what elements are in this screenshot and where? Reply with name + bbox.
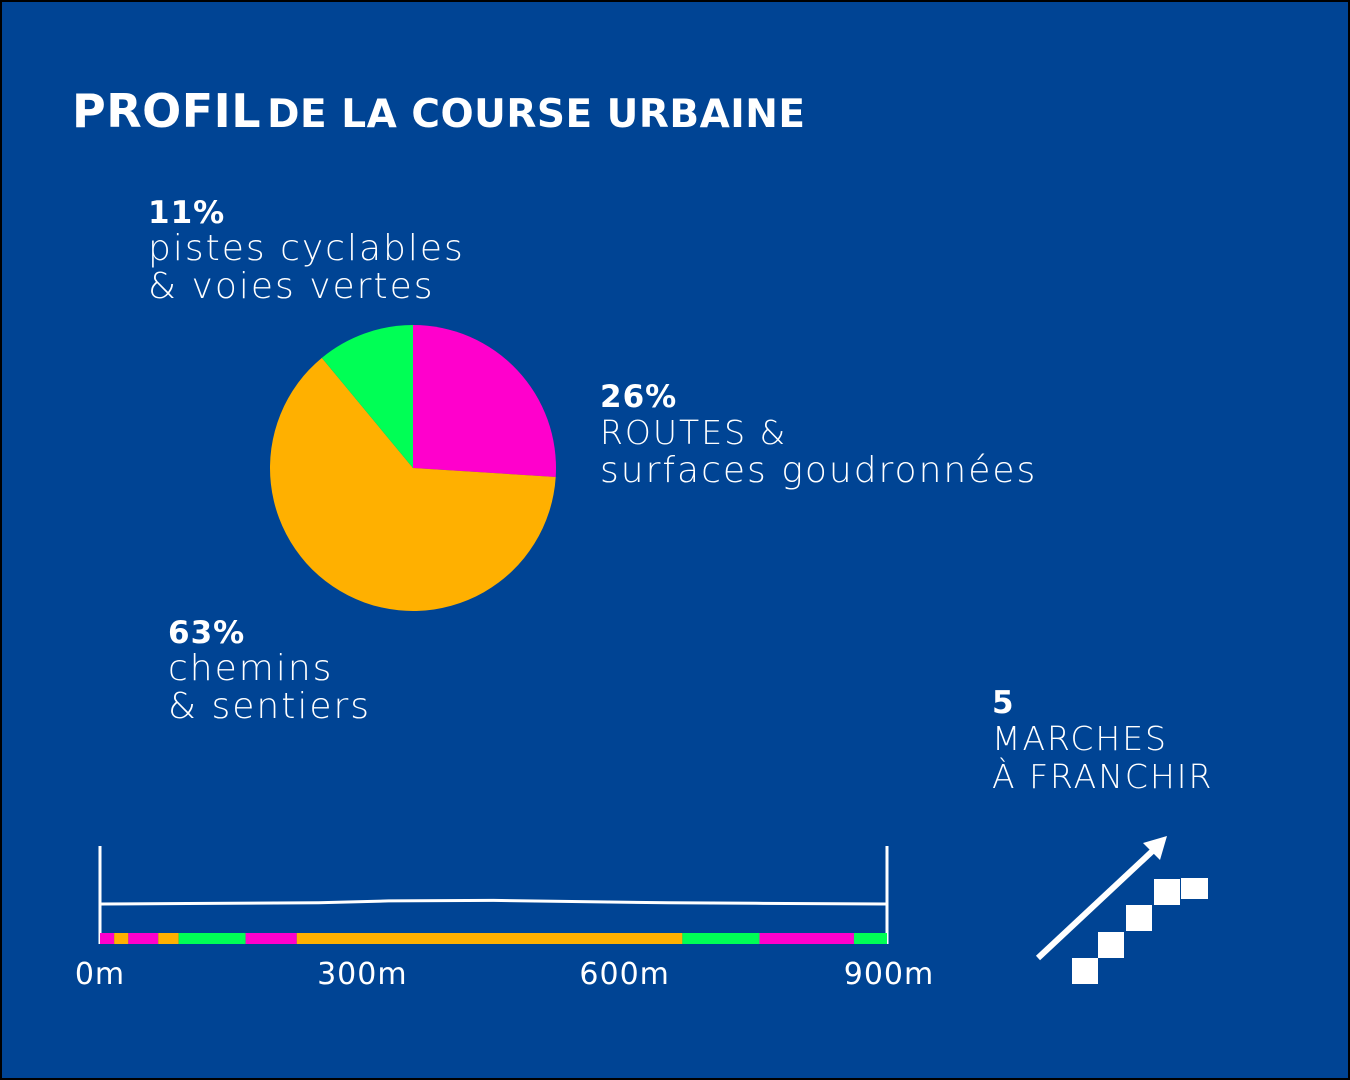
stairs-icon: [1035, 836, 1208, 984]
surface-segment-2: [128, 933, 159, 944]
surface-strip: [100, 933, 887, 944]
elevation-profile-chart: 0m 300m 600m 900m: [75, 846, 934, 992]
elevation-line: [99, 898, 888, 906]
surface-segment-4: [178, 933, 246, 944]
x-tick-label: 300m: [317, 957, 407, 992]
label-routes-line2: surfaces goudronnées: [600, 450, 1038, 491]
x-tick-label: 0m: [75, 957, 125, 992]
pie-slice-2: [321, 325, 413, 468]
label-chemins: 63% chemins & sentiers: [168, 616, 371, 726]
label-chemins-pct: 63%: [168, 615, 246, 651]
surface-segment-0: [100, 933, 115, 944]
surface-segment-3: [158, 933, 179, 944]
page-title: PROFIL DE LA COURSE URBAINE: [72, 84, 806, 138]
steps-line2: À FRANCHIR: [992, 757, 1214, 796]
label-routes: 26% ROUTES & surfaces goudronnées: [600, 380, 1037, 490]
x-tick-label: 600m: [579, 957, 669, 992]
surface-segment-6: [296, 933, 683, 944]
label-steps: 5 MARCHES À FRANCHIR: [992, 686, 1213, 796]
label-pistes-line1: pistes cyclables: [148, 228, 465, 269]
arrow-up-icon: [1035, 841, 1163, 961]
pie-slice-0: [413, 325, 557, 477]
pie-slice-1: [269, 357, 556, 611]
steps-line1: MARCHES: [992, 719, 1168, 758]
distance-ticks: 0m 300m 600m 900m: [75, 957, 934, 992]
surface-segment-8: [759, 933, 854, 944]
surface-segment-7: [682, 933, 760, 944]
label-chemins-line1: chemins: [168, 648, 334, 689]
steps-count: 5: [992, 685, 1015, 721]
label-routes-pct: 26%: [600, 379, 678, 415]
surface-segment-9: [853, 933, 887, 944]
label-routes-line1: ROUTES &: [600, 413, 788, 452]
label-pistes: 11% pistes cyclables & voies vertes: [148, 196, 465, 306]
title-strong: PROFIL: [72, 84, 262, 138]
surface-segment-5: [245, 933, 297, 944]
surface-segment-1: [114, 933, 129, 944]
label-pistes-line2: & voies vertes: [148, 266, 435, 307]
x-tick-label: 900m: [844, 957, 934, 992]
title-rest: DE LA COURSE URBAINE: [267, 92, 806, 137]
surface-pie-chart: [269, 325, 557, 611]
label-chemins-line2: & sentiers: [168, 686, 372, 727]
label-pistes-pct: 11%: [148, 195, 226, 231]
